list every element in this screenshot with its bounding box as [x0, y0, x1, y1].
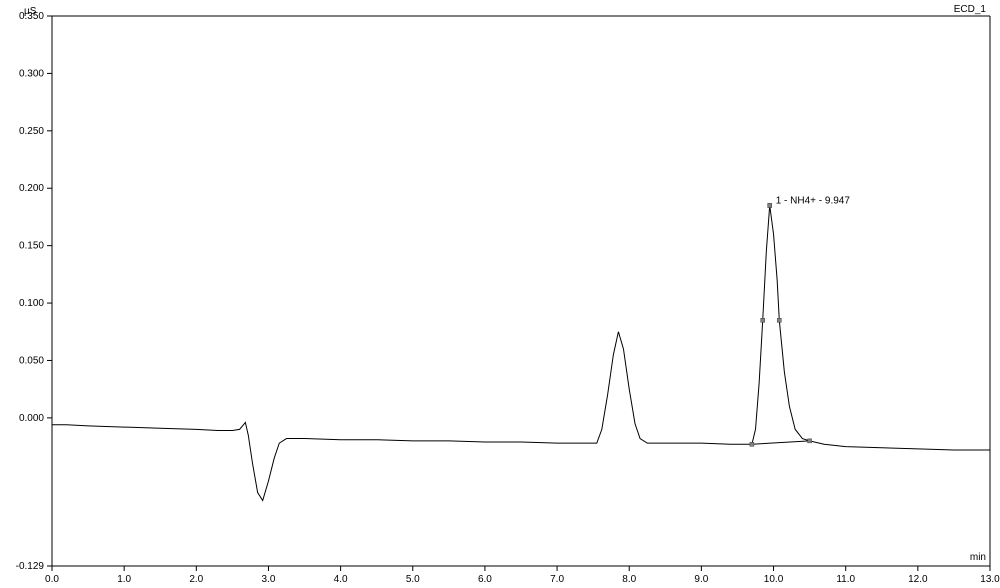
svg-text:10.0: 10.0: [764, 574, 784, 585]
svg-text:11.0: 11.0: [836, 574, 855, 585]
svg-text:12.0: 12.0: [908, 574, 928, 585]
svg-text:0.100: 0.100: [19, 298, 44, 309]
svg-text:3.0: 3.0: [262, 574, 276, 585]
svg-text:0.000: 0.000: [19, 413, 44, 424]
svg-text:13.0: 13.0: [980, 574, 1000, 585]
svg-text:0.150: 0.150: [19, 241, 44, 252]
svg-text:7.0: 7.0: [550, 574, 564, 585]
svg-text:-0.129: -0.129: [16, 561, 45, 572]
svg-text:1 - NH4+ - 9.947: 1 - NH4+ - 9.947: [776, 195, 851, 206]
chromatogram-chart: -0.129 0.000 0.050 0.100 0.150 0.200 0.250 0.30…: [0, 0, 1000, 588]
chart-svg: -0.129 0.000 0.050 0.100 0.150 0.200 0.250 0.30…: [0, 0, 1000, 588]
svg-text:0.200: 0.200: [19, 183, 44, 194]
svg-text:0.0: 0.0: [45, 574, 59, 585]
svg-text:0.300: 0.300: [19, 68, 44, 79]
svg-text:0.050: 0.050: [19, 355, 44, 366]
svg-text:9.0: 9.0: [694, 574, 708, 585]
svg-text:6.0: 6.0: [478, 574, 492, 585]
svg-text:8.0: 8.0: [622, 574, 636, 585]
svg-text:2.0: 2.0: [189, 574, 203, 585]
svg-text:µS: µS: [24, 6, 37, 17]
svg-text:ECD_1: ECD_1: [954, 4, 987, 15]
svg-text:min: min: [970, 552, 986, 563]
svg-text:5.0: 5.0: [406, 574, 420, 585]
svg-text:1.0: 1.0: [117, 574, 131, 585]
svg-text:4.0: 4.0: [334, 574, 348, 585]
svg-text:0.250: 0.250: [19, 126, 44, 137]
